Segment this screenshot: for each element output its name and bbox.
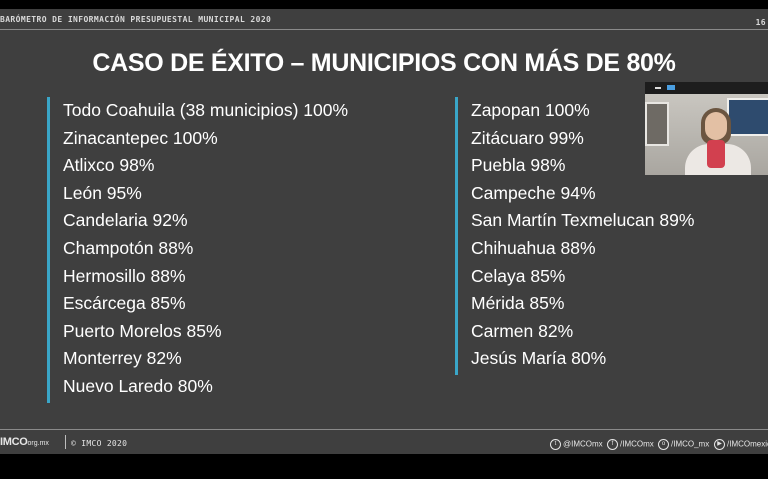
logo-text: IMCO (0, 436, 28, 448)
slide-title: CASO DE ÉXITO – MUNICIPIOS CON MÁS DE 80… (92, 49, 676, 77)
municipality-item: Todo Coahuila (38 municipios) 100% (63, 100, 349, 120)
left-accent-bar (47, 97, 50, 403)
municipality-item: Champotón 88% (63, 237, 194, 258)
twitter-icon: t (550, 439, 561, 450)
municipality-item: Mérida 85% (471, 293, 565, 314)
municipality-item: Celaya 85% (471, 265, 566, 286)
camera-icon (667, 85, 675, 90)
left-list: Todo Coahuila (38 municipios) 100% Zinaca… (63, 97, 348, 401)
twitter-link[interactable]: t @IMCOmx (550, 439, 603, 450)
municipality-item: San Martín Texmelucan 89% (471, 210, 695, 231)
municipality-item: Hermosillo 88% (63, 265, 186, 286)
footer-separator (65, 435, 66, 449)
municipality-item: Jesús María 80% (471, 348, 607, 369)
header-title: BARÓMETRO DE INFORMACIÓN PRESUPUESTAL MU… (0, 15, 272, 24)
right-accent-bar (455, 97, 458, 375)
slide-footer: IMCOorg.mx © IMCO 2020 t @IMCOmx f/IMCOmx… (0, 435, 768, 451)
footer-divider (0, 429, 768, 430)
municipality-item: León 95% (63, 182, 142, 203)
presentation-slide: BARÓMETRO DE INFORMACIÓN PRESUPUESTAL MU… (0, 9, 768, 454)
municipality-item: Puebla 98% (471, 155, 566, 176)
municipality-item: Carmen 82% (471, 320, 574, 341)
facebook-icon: f (607, 439, 618, 450)
municipality-item: Zitácuaro 99% (471, 127, 584, 148)
youtube-link[interactable]: ▶/IMCOmexico (714, 439, 768, 450)
municipality-item: Puerto Morelos 85% (63, 320, 222, 341)
municipality-item: Zinacantepec 100% (63, 127, 218, 148)
imco-logo: IMCOorg.mx (0, 436, 49, 448)
municipality-item: Chihuahua 88% (471, 237, 596, 258)
wall-picture-left (645, 102, 669, 146)
copyright-text: © IMCO 2020 (71, 439, 128, 448)
right-list: Zapopan 100% Zitácuaro 99% Puebla 98% Campe… (471, 97, 694, 373)
speaker-face (705, 112, 727, 140)
wall-picture-right (727, 98, 768, 136)
municipality-item: Escárcega 85% (63, 293, 186, 314)
speaker-scarf (707, 140, 725, 168)
header-divider (0, 29, 768, 30)
video-toolbar (645, 82, 768, 94)
page-number: 16 (755, 18, 766, 27)
municipality-item: Monterrey 82% (63, 348, 182, 369)
youtube-icon: ▶ (714, 439, 725, 450)
municipality-item: Nuevo Laredo 80% (63, 375, 213, 396)
youtube-handle: /IMCOmexico (727, 439, 768, 449)
instagram-link[interactable]: o/IMCO_mx (658, 439, 709, 450)
municipality-item: Candelaria 92% (63, 210, 188, 231)
slide-header: BARÓMETRO DE INFORMACIÓN PRESUPUESTAL MU… (0, 9, 768, 29)
logo-domain: org.mx (27, 440, 49, 447)
twitter-handle: @IMCOmx (563, 439, 603, 449)
instagram-handle: /IMCO_mx (671, 439, 710, 449)
video-control-icon (655, 87, 661, 89)
municipality-item: Atlixco 98% (63, 155, 155, 176)
facebook-handle: /IMCOmx (620, 439, 654, 449)
facebook-link[interactable]: f/IMCOmx (607, 439, 654, 450)
instagram-icon: o (658, 439, 669, 450)
video-thumbnail[interactable] (645, 82, 768, 175)
municipality-item: Campeche 94% (471, 182, 596, 203)
municipality-item: Zapopan 100% (471, 100, 590, 120)
